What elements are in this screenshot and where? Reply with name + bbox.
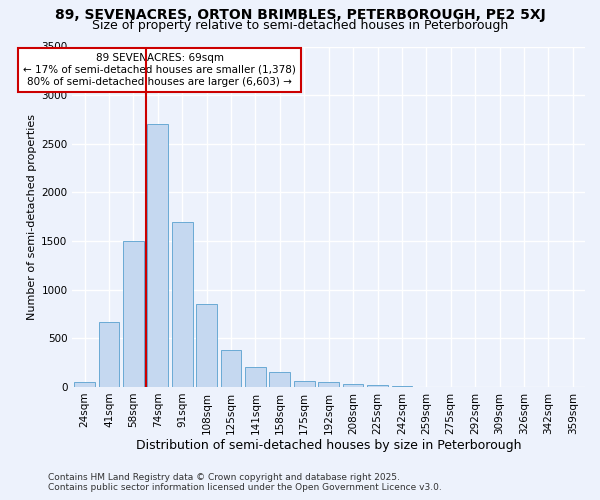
Bar [319, 382, 339, 387]
Bar [367, 385, 388, 387]
Bar [221, 350, 241, 387]
X-axis label: Distribution of semi-detached houses by size in Peterborough: Distribution of semi-detached houses by … [136, 440, 521, 452]
Text: 89 SEVENACRES: 69sqm
← 17% of semi-detached houses are smaller (1,378)
80% of se: 89 SEVENACRES: 69sqm ← 17% of semi-detac… [23, 54, 296, 86]
Text: Size of property relative to semi-detached houses in Peterborough: Size of property relative to semi-detach… [92, 19, 508, 32]
Text: 89, SEVENACRES, ORTON BRIMBLES, PETERBOROUGH, PE2 5XJ: 89, SEVENACRES, ORTON BRIMBLES, PETERBOR… [55, 8, 545, 22]
Bar [343, 384, 364, 387]
Bar [269, 372, 290, 387]
Bar [294, 380, 314, 387]
Text: Contains HM Land Registry data © Crown copyright and database right 2025.
Contai: Contains HM Land Registry data © Crown c… [48, 473, 442, 492]
Bar [123, 241, 144, 387]
Bar [196, 304, 217, 387]
Bar [245, 366, 266, 387]
Bar [98, 322, 119, 387]
Bar [148, 124, 168, 387]
Y-axis label: Number of semi-detached properties: Number of semi-detached properties [27, 114, 37, 320]
Bar [172, 222, 193, 387]
Bar [74, 382, 95, 387]
